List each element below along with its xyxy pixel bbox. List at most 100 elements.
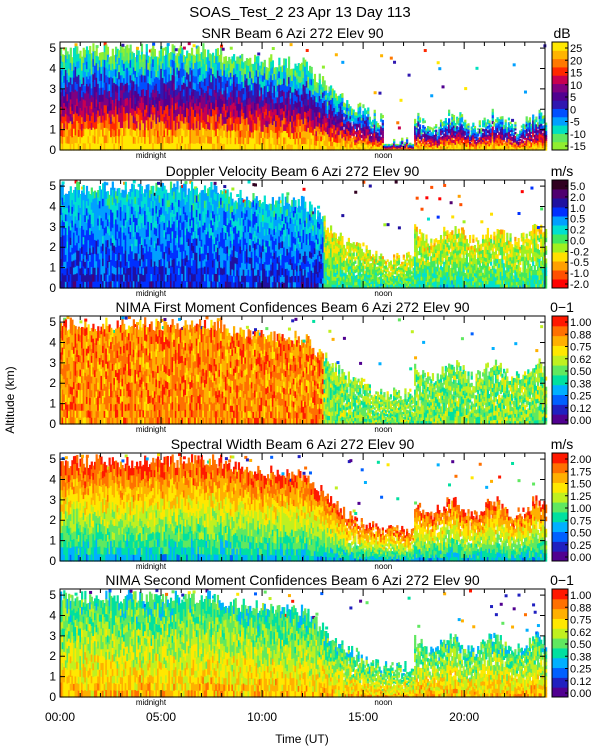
heatmap	[60, 42, 547, 150]
colorbar-units: 0−1	[550, 572, 574, 588]
colorbar-units: m/s	[551, 436, 574, 452]
y-tick-label: 4	[49, 199, 56, 213]
colorbar-swatch	[552, 453, 568, 463]
panel-1: SNR Beam 6 Azi 272 Elev 90 dB012345midnig…	[49, 25, 586, 160]
y-tick-label: 0	[49, 690, 56, 704]
colorbar-tick-label: 0.50	[570, 639, 591, 651]
colorbar-tick-label: 0.88	[570, 602, 591, 614]
colorbar-tick-label: 0.12	[570, 676, 591, 688]
colorbar-swatch	[552, 198, 568, 208]
colorbar-tick-label: 0.50	[570, 366, 591, 378]
colorbar-tick-label: 1.00	[570, 590, 591, 602]
figure-title: SOAS_Test_2 23 Apr 13 Day 113	[189, 4, 411, 21]
colorbar-tick-label: 0	[570, 104, 576, 116]
y-tick-label: 4	[49, 335, 56, 349]
colorbar-swatch	[552, 336, 568, 346]
y-tick-label: 2	[49, 513, 56, 527]
colorbar-swatch	[552, 522, 568, 532]
panel-title: Doppler Velocity Beam 6 Azi 272 Elev 90	[166, 163, 420, 179]
panel-title: Spectral Width Beam 6 Azi 272 Elev 90	[171, 436, 415, 452]
colorbar-tick-label: 0.00	[570, 415, 591, 427]
panel-2: Doppler Velocity Beam 6 Azi 272 Elev 90 m…	[49, 163, 589, 298]
y-tick-label: 3	[49, 493, 56, 507]
colorbar-tick-label: 0.75	[570, 342, 591, 354]
colorbar-tick-label: -5	[570, 117, 580, 129]
y-tick-label: 5	[49, 588, 56, 602]
colorbar-swatch	[552, 207, 568, 217]
colorbar-swatch	[552, 473, 568, 483]
panel-title: NIMA Second Moment Confidences Beam 6 Az…	[105, 572, 480, 588]
colorbar-swatch	[552, 355, 568, 365]
x-tick-label: 20:00	[449, 710, 479, 724]
y-tick-label: 4	[49, 608, 56, 622]
colorbar: 1.000.880.750.620.500.380.250.120.00	[552, 589, 591, 700]
x-tick-label: 00:00	[45, 710, 75, 724]
colorbar: 1.000.880.750.620.500.380.250.120.00	[552, 316, 591, 427]
noon-label: noon	[374, 425, 392, 434]
heatmap	[60, 453, 547, 562]
colorbar-swatch	[552, 108, 568, 117]
y-tick-label: 2	[49, 240, 56, 254]
heatmap	[60, 589, 547, 697]
colorbar-tick-label: 0.62	[570, 627, 591, 639]
midnight-label: midnight	[136, 425, 167, 434]
panels: SNR Beam 6 Azi 272 Elev 90 dB012345midnig…	[49, 25, 591, 707]
colorbar-units: m/s	[551, 163, 574, 179]
noon-label: noon	[374, 151, 392, 160]
y-axis-label: Altitude (km)	[3, 366, 17, 433]
colorbar-tick-label: 2.00	[570, 454, 591, 466]
colorbar-swatch	[552, 125, 568, 134]
colorbar-tick-label: 15	[570, 68, 582, 80]
colorbar-swatch	[552, 42, 568, 51]
colorbar-swatch	[552, 385, 568, 395]
colorbar-tick-label: -15	[570, 141, 586, 153]
midnight-label: midnight	[136, 289, 167, 298]
colorbar-tick-label: -2.0	[570, 279, 589, 291]
colorbar-tick-label: 1.00	[570, 503, 591, 515]
x-tick-labels: 00:00 05:00 10:00 15:00 20:00	[45, 710, 480, 724]
colorbar-tick-label: 5	[570, 92, 576, 104]
colorbar-swatch	[552, 316, 568, 326]
y-tick-label: 1	[49, 397, 56, 411]
y-tick-label: 1	[49, 123, 56, 137]
colorbar-swatch	[552, 658, 568, 668]
colorbar-swatch	[552, 687, 568, 697]
colorbar: 2.001.751.501.251.000.750.500.250.00	[552, 453, 591, 564]
colorbar-swatch	[552, 404, 568, 414]
colorbar-tick-label: 0.38	[570, 651, 591, 663]
colorbar-swatch	[552, 492, 568, 502]
y-tick-label: 3	[49, 220, 56, 234]
colorbar-swatch	[552, 551, 568, 561]
colorbar-tick-label: 0.00	[570, 552, 591, 564]
colorbar-tick-label: 1.00	[570, 317, 591, 329]
colorbar-tick-label: 0.12	[570, 403, 591, 415]
midnight-label: midnight	[136, 698, 167, 707]
colorbar-swatch	[552, 216, 568, 226]
y-tick-label: 1	[49, 261, 56, 275]
colorbar-swatch	[552, 532, 568, 542]
colorbar-swatch	[552, 628, 568, 638]
colorbar-swatch	[552, 180, 568, 190]
colorbar-tick-label: 0.38	[570, 378, 591, 390]
colorbar-tick-label: 0.62	[570, 354, 591, 366]
y-tick-label: 4	[49, 61, 56, 75]
colorbar-swatch	[552, 252, 568, 262]
colorbar-swatch	[552, 677, 568, 687]
heatmap	[60, 316, 547, 425]
x-axis-label: Time (UT)	[275, 732, 329, 746]
y-tick-label: 0	[49, 417, 56, 431]
colorbar-swatch	[552, 270, 568, 280]
colorbar-swatch	[552, 541, 568, 551]
colorbar-tick-label: 1.25	[570, 491, 591, 503]
y-tick-label: 5	[49, 179, 56, 193]
heatmap	[60, 180, 547, 288]
colorbar-tick-label: 0.88	[570, 329, 591, 341]
panel-title: SNR Beam 6 Azi 272 Elev 90	[201, 25, 383, 41]
noon-label: noon	[374, 289, 392, 298]
colorbar-tick-label: 0.00	[570, 688, 591, 700]
x-tick-label: 10:00	[247, 710, 277, 724]
x-tick-label: 15:00	[348, 710, 378, 724]
colorbar-swatch	[552, 92, 568, 101]
